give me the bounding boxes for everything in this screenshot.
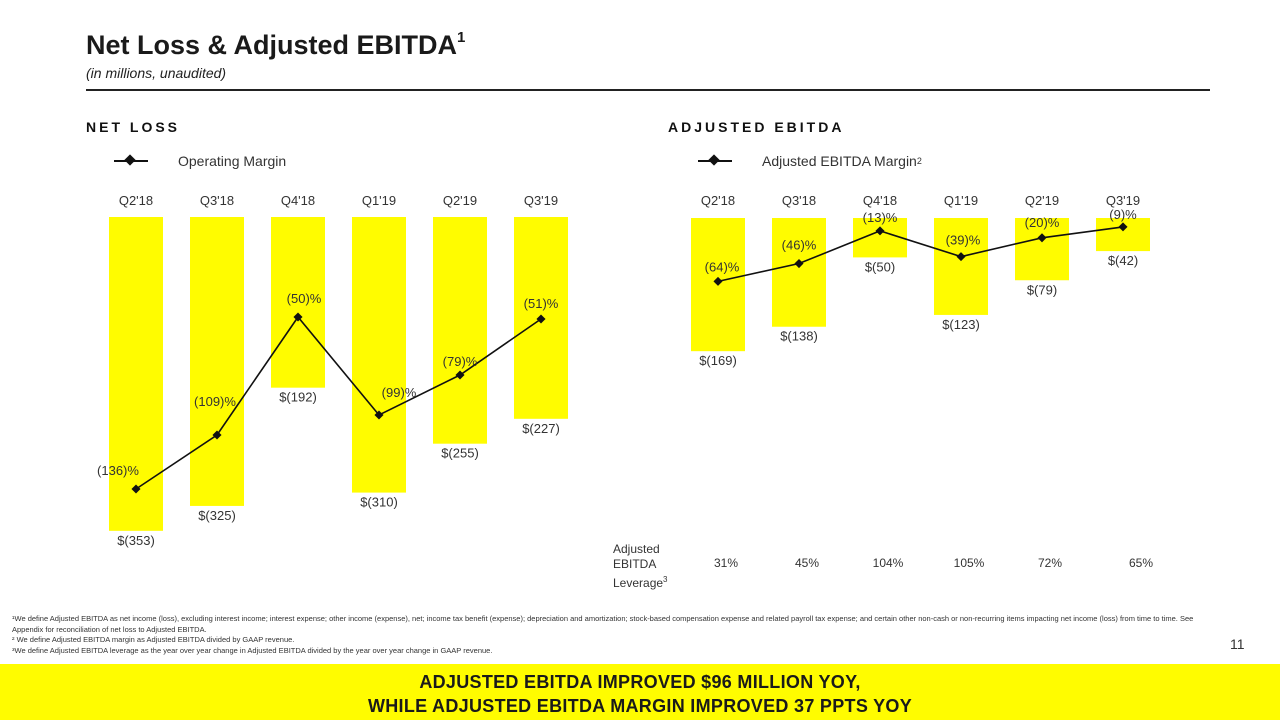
ebitda-tick-label: Q1'19 <box>944 193 978 208</box>
ebitda-margin-label: (20)% <box>1025 215 1060 230</box>
ebitda-tick-label: Q2'19 <box>1025 193 1059 208</box>
net-loss-margin-label: (136)% <box>97 463 139 478</box>
ebitda-margin-point <box>956 252 966 262</box>
net-loss-margin-label: (51)% <box>524 296 559 311</box>
net-loss-bar-label: $(255) <box>441 446 479 461</box>
ebitda-tick-label: Q2'18 <box>701 193 735 208</box>
banner-line-2: WHILE ADJUSTED EBITDA MARGIN IMPROVED 37… <box>367 696 913 716</box>
summary-banner: ADJUSTED EBITDA IMPROVED $96 MILLION YOY… <box>0 664 1280 720</box>
ebitda-bar-label: $(169) <box>699 353 737 368</box>
ebitda-bar-label: $(138) <box>780 329 818 344</box>
page-title: Net Loss & Adjusted EBITDA1 <box>86 29 466 60</box>
line-marker-icon <box>698 154 732 168</box>
leverage-label: Adjusted EBITDA Leverage3 <box>613 542 668 590</box>
ebitda-margin-label: (13)% <box>863 210 898 225</box>
ebitda-tick-label: Q4'18 <box>863 193 897 208</box>
net-loss-title: NET LOSS <box>86 119 181 135</box>
net-loss-bar-label: $(192) <box>279 390 317 405</box>
net-loss-margin-point <box>131 484 141 494</box>
net-loss-legend-label: Operating Margin <box>178 153 287 169</box>
net-loss-legend: Operating Margin <box>114 153 286 169</box>
footnote-2: ² We define Adjusted EBITDA margin as Ad… <box>12 635 295 644</box>
leverage-value: 104% <box>873 556 904 570</box>
net-loss-bar-label: $(227) <box>522 421 560 436</box>
ebitda-bar-label: $(123) <box>942 317 980 332</box>
net-loss-margin-label: (99)% <box>382 385 417 400</box>
ebitda-legend-label: Adjusted EBITDA Margin <box>762 153 917 169</box>
net-loss-margin-label: (109)% <box>194 394 236 409</box>
net-loss-tick-label: Q3'18 <box>200 193 234 208</box>
net-loss-tick-label: Q2'19 <box>443 193 477 208</box>
ebitda-margin-label: (64)% <box>705 259 740 274</box>
ebitda-margin-label: (9)% <box>1109 207 1137 222</box>
net-loss-tick-label: Q4'18 <box>281 193 315 208</box>
net-loss-bar <box>271 217 325 388</box>
ebitda-bar <box>772 218 826 327</box>
ebitda-tick-label: Q3'19 <box>1106 193 1140 208</box>
leverage-value: 31% <box>714 556 738 570</box>
net-loss-margin-line <box>135 315 542 490</box>
leverage-value: 105% <box>954 556 985 570</box>
page-subtitle: (in millions, unaudited) <box>86 65 227 81</box>
adjusted-ebitda-title: ADJUSTED EBITDA <box>668 119 845 135</box>
ebitda-bar-label: $(42) <box>1108 253 1138 268</box>
leverage-value: 45% <box>795 556 819 570</box>
net-loss-margin-point <box>212 430 222 440</box>
leverage-value: 72% <box>1038 556 1062 570</box>
net-loss-bar <box>109 217 163 531</box>
ebitda-bar <box>1015 218 1069 281</box>
net-loss-bar <box>433 217 487 444</box>
ebitda-legend: Adjusted EBITDA Margin 2 <box>698 153 922 169</box>
leverage-value: 65% <box>1129 556 1153 570</box>
ebitda-margin-label: (46)% <box>782 238 817 253</box>
ebitda-bar <box>934 218 988 315</box>
net-loss-bar <box>352 217 406 493</box>
ebitda-margin-label: (39)% <box>946 233 981 248</box>
net-loss-bar-label: $(353) <box>117 533 155 548</box>
header-divider <box>86 89 1210 91</box>
net-loss-tick-label: Q1'19 <box>362 193 396 208</box>
ebitda-margin-line <box>717 226 1124 283</box>
net-loss-margin-label: (50)% <box>287 291 322 306</box>
net-loss-margin-label: (79)% <box>443 354 478 369</box>
page-number: 11 <box>1230 636 1245 652</box>
net-loss-bar-label: $(325) <box>198 508 236 523</box>
line-marker-icon <box>114 154 148 168</box>
ebitda-tick-label: Q3'18 <box>782 193 816 208</box>
banner-line-1: ADJUSTED EBITDA IMPROVED $96 MILLION YOY… <box>419 672 861 692</box>
ebitda-bar-label: $(50) <box>865 259 895 274</box>
footnote-1: ¹We define Adjusted EBITDA as net income… <box>12 614 1194 634</box>
net-loss-tick-label: Q2'18 <box>119 193 153 208</box>
ebitda-bar-label: $(79) <box>1027 282 1057 297</box>
ebitda-legend-sup: 2 <box>916 156 922 166</box>
net-loss-bar <box>190 217 244 506</box>
net-loss-tick-label: Q3'19 <box>524 193 558 208</box>
footnotes: ¹We define Adjusted EBITDA as net income… <box>12 614 1212 656</box>
ebitda-margin-point <box>713 276 723 286</box>
footnote-3: ³We define Adjusted EBITDA leverage as t… <box>12 645 493 655</box>
net-loss-bar-label: $(310) <box>360 495 398 510</box>
